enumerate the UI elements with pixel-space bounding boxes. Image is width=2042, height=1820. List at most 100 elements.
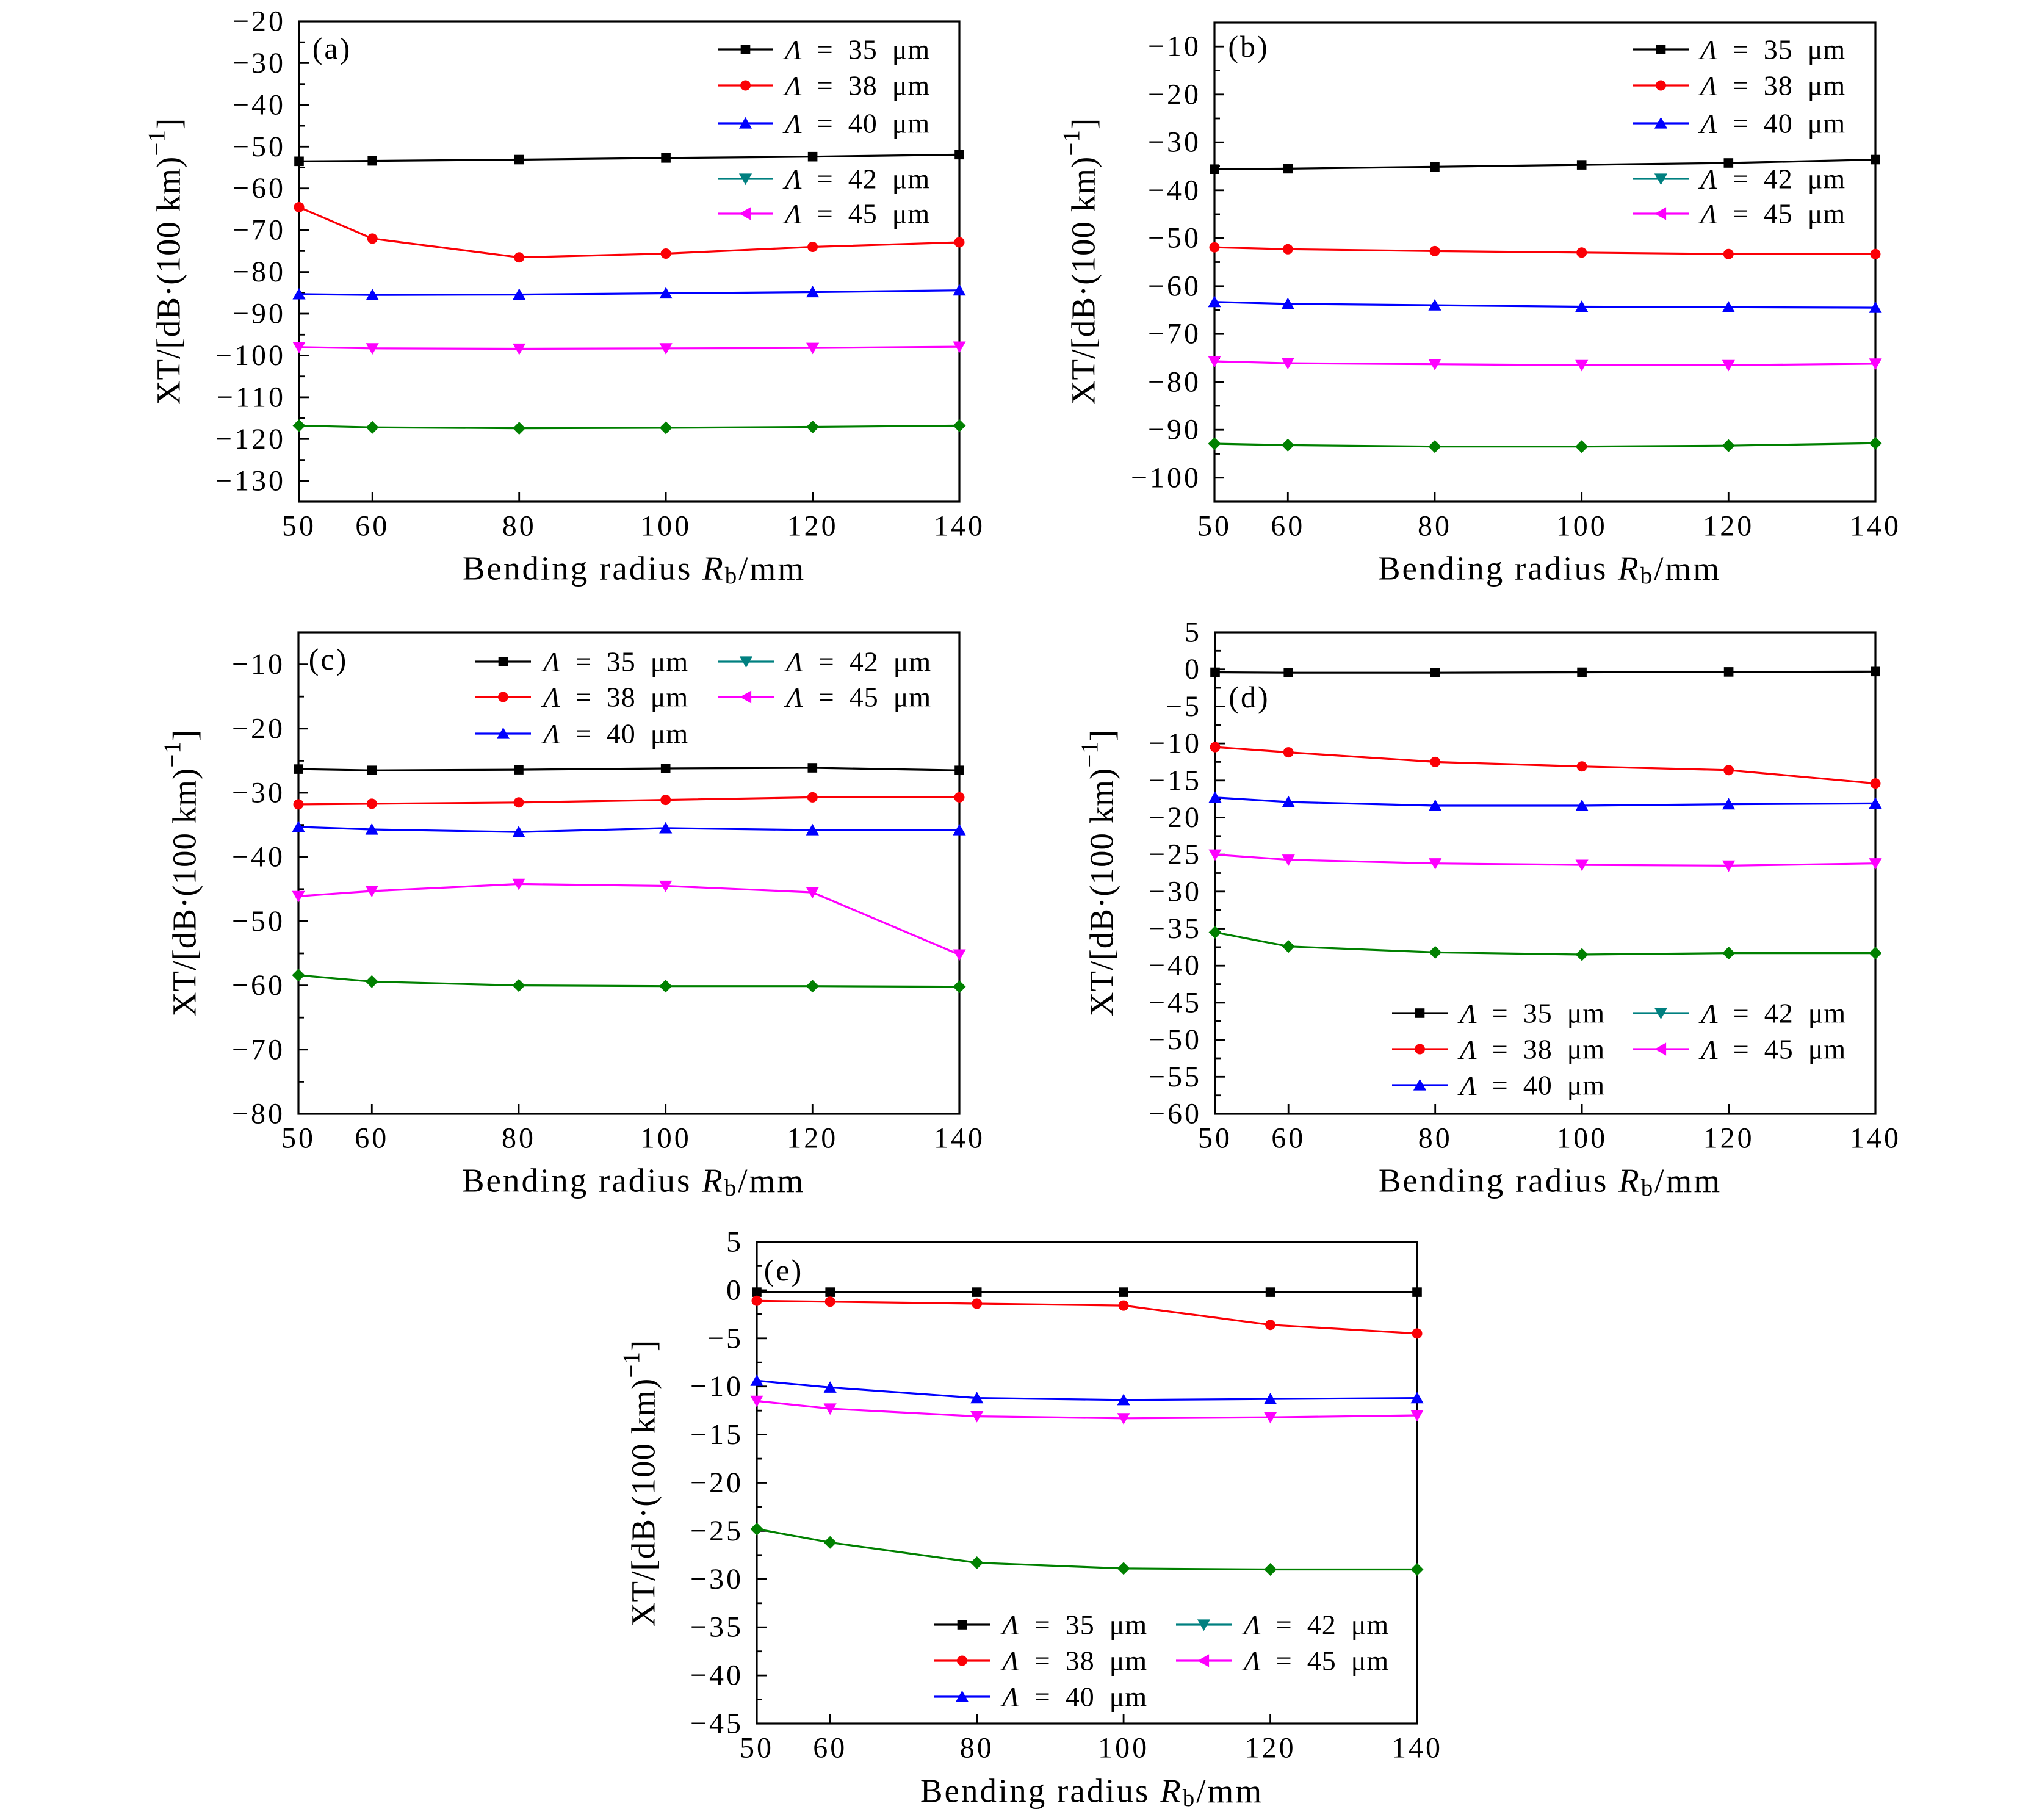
svg-text:Λ = 40 μm: Λ = 40 μm: [782, 108, 930, 139]
svg-text:XT/[dB·(100 km)−1]: XT/[dB·(100 km)−1]: [618, 1340, 662, 1627]
svg-text:−10: −10: [1149, 728, 1202, 760]
svg-text:50: 50: [282, 510, 316, 543]
svg-text:140: 140: [1850, 1122, 1901, 1155]
svg-text:−40: −40: [232, 841, 285, 873]
svg-text:−30: −30: [1149, 875, 1202, 908]
svg-text:−60: −60: [1148, 270, 1201, 302]
svg-text:−20: −20: [1149, 801, 1202, 834]
svg-text:60: 60: [355, 510, 389, 543]
svg-text:Λ = 42 μm: Λ = 42 μm: [1241, 1609, 1389, 1641]
svg-text:−50: −50: [232, 905, 285, 937]
svg-text:−80: −80: [233, 256, 286, 288]
svg-text:100: 100: [1556, 510, 1607, 543]
svg-text:−100: −100: [1131, 461, 1201, 494]
svg-text:Λ = 45 μm: Λ = 45 μm: [1698, 198, 1845, 229]
svg-text:−70: −70: [1148, 318, 1201, 350]
svg-text:Λ = 42 μm: Λ = 42 μm: [1698, 998, 1846, 1029]
svg-text:−130: −130: [215, 464, 286, 497]
svg-text:Λ = 45 μm: Λ = 45 μm: [784, 682, 931, 713]
svg-text:XT/[dB·(100 km)−1]: XT/[dB·(100 km)−1]: [143, 118, 187, 405]
svg-text:60: 60: [355, 1122, 389, 1155]
svg-text:−30: −30: [233, 47, 286, 79]
svg-text:0: 0: [1185, 653, 1202, 685]
svg-text:−20: −20: [232, 712, 285, 745]
svg-text:Bending radius Rb/mm: Bending radius Rb/mm: [463, 550, 806, 589]
svg-text:−30: −30: [232, 777, 285, 809]
svg-text:Λ = 35 μm: Λ = 35 μm: [782, 34, 930, 65]
svg-text:5: 5: [1185, 616, 1202, 649]
svg-text:Λ = 42 μm: Λ = 42 μm: [1698, 164, 1845, 195]
svg-text:(d): (d): [1228, 680, 1269, 714]
svg-text:80: 80: [502, 510, 536, 543]
svg-text:100: 100: [1556, 1122, 1607, 1155]
svg-text:120: 120: [1245, 1732, 1296, 1764]
svg-text:Λ = 40 μm: Λ = 40 μm: [1698, 108, 1845, 139]
svg-text:−80: −80: [232, 1098, 285, 1130]
svg-text:−10: −10: [232, 648, 285, 681]
svg-text:Λ = 35 μm: Λ = 35 μm: [1698, 34, 1845, 65]
svg-text:−50: −50: [233, 131, 286, 163]
svg-text:Λ = 45 μm: Λ = 45 μm: [1698, 1034, 1846, 1065]
svg-text:Λ = 35 μm: Λ = 35 μm: [1000, 1609, 1147, 1641]
svg-text:−25: −25: [690, 1515, 743, 1547]
svg-text:−45: −45: [1149, 986, 1202, 1019]
svg-text:−20: −20: [1148, 78, 1201, 110]
svg-text:100: 100: [640, 510, 691, 543]
svg-text:Λ = 40 μm: Λ = 40 μm: [541, 718, 688, 749]
svg-text:XT/[dB·(100 km)−1]: XT/[dB·(100 km)−1]: [159, 729, 203, 1016]
svg-text:60: 60: [813, 1732, 847, 1764]
svg-text:Λ = 40 μm: Λ = 40 μm: [1457, 1070, 1605, 1101]
svg-text:80: 80: [960, 1732, 994, 1764]
svg-text:−20: −20: [690, 1467, 743, 1499]
svg-text:−25: −25: [1149, 839, 1202, 871]
svg-text:Λ = 42 μm: Λ = 42 μm: [782, 164, 930, 195]
svg-text:(e): (e): [764, 1253, 804, 1287]
svg-text:−100: −100: [215, 339, 286, 372]
svg-text:140: 140: [1850, 510, 1901, 543]
svg-text:Bending radius Rb/mm: Bending radius Rb/mm: [920, 1772, 1263, 1811]
svg-text:−40: −40: [1148, 174, 1201, 206]
svg-text:Λ = 35 μm: Λ = 35 μm: [1457, 998, 1605, 1029]
svg-text:−45: −45: [690, 1708, 743, 1740]
svg-text:50: 50: [740, 1732, 774, 1764]
svg-text:−30: −30: [690, 1563, 743, 1595]
svg-text:Λ = 38 μm: Λ = 38 μm: [782, 70, 930, 101]
svg-text:−90: −90: [1148, 414, 1201, 446]
svg-text:−60: −60: [233, 172, 286, 204]
svg-text:120: 120: [787, 1122, 838, 1155]
svg-text:−50: −50: [1148, 222, 1201, 255]
svg-text:120: 120: [1703, 1122, 1755, 1155]
svg-text:−10: −10: [1148, 31, 1201, 63]
svg-text:Λ = 38 μm: Λ = 38 μm: [1000, 1645, 1147, 1677]
svg-text:140: 140: [934, 510, 985, 543]
svg-text:0: 0: [726, 1274, 743, 1306]
svg-text:Λ = 38 μm: Λ = 38 μm: [1457, 1034, 1605, 1065]
svg-text:Λ = 45 μm: Λ = 45 μm: [1241, 1645, 1389, 1677]
svg-text:XT/[dB·(100 km)−1]: XT/[dB·(100 km)−1]: [1077, 729, 1120, 1016]
svg-text:−20: −20: [233, 5, 286, 38]
svg-text:−110: −110: [217, 381, 286, 413]
svg-text:−120: −120: [215, 423, 286, 455]
svg-text:100: 100: [640, 1122, 691, 1155]
svg-text:100: 100: [1098, 1732, 1149, 1764]
svg-text:−70: −70: [233, 214, 286, 247]
svg-text:−5: −5: [1166, 690, 1202, 723]
svg-text:−55: −55: [1149, 1061, 1202, 1093]
svg-text:(c): (c): [309, 642, 348, 676]
svg-text:120: 120: [787, 510, 839, 543]
svg-text:−60: −60: [1149, 1098, 1202, 1130]
svg-text:−5: −5: [707, 1322, 743, 1354]
svg-text:−35: −35: [1149, 912, 1202, 945]
svg-text:Λ = 40 μm: Λ = 40 μm: [1000, 1681, 1147, 1713]
svg-text:Λ = 35 μm: Λ = 35 μm: [541, 646, 688, 677]
svg-text:60: 60: [1271, 1122, 1305, 1155]
svg-text:(a): (a): [312, 31, 352, 65]
svg-text:−40: −40: [233, 88, 286, 121]
svg-text:Bending radius Rb/mm: Bending radius Rb/mm: [1379, 1162, 1722, 1201]
svg-text:120: 120: [1703, 510, 1754, 543]
svg-text:−90: −90: [233, 298, 286, 330]
svg-text:−15: −15: [1149, 764, 1202, 796]
svg-text:50: 50: [281, 1122, 316, 1155]
svg-text:Bending radius Rb/mm: Bending radius Rb/mm: [462, 1162, 805, 1201]
svg-text:140: 140: [1391, 1732, 1443, 1764]
